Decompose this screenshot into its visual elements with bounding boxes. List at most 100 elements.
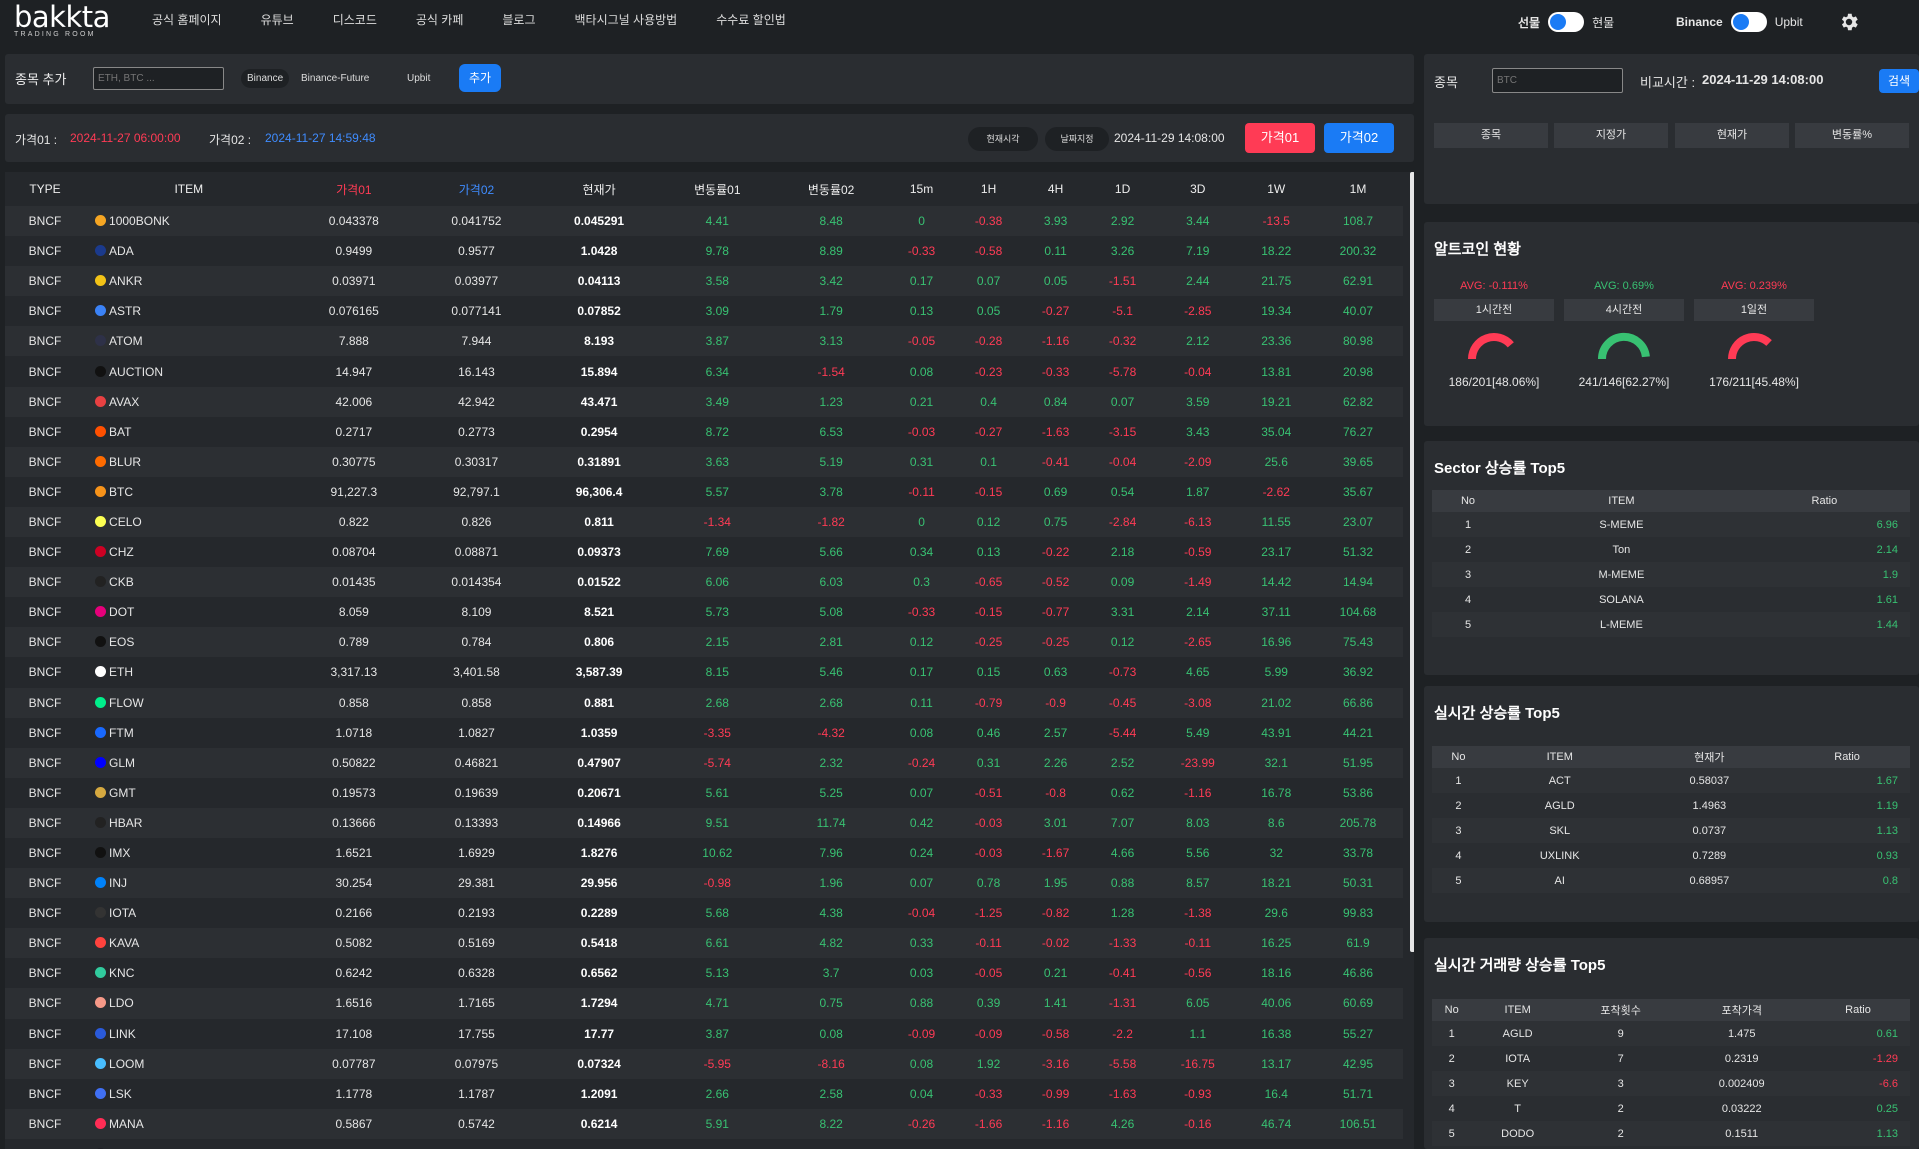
table-row[interactable]: BNCF KAVA 0.5082 0.5169 0.5418 6.61 4.82 0.33 -0… — [5, 928, 1403, 959]
market-binance-button[interactable]: Binance — [241, 69, 290, 88]
list-item[interactable]: 4 UXLINK 0.7289 0.93 — [1432, 843, 1910, 868]
nav-link-blog[interactable]: 블로그 — [502, 13, 536, 27]
coin-symbol[interactable]: MANA — [109, 1116, 144, 1131]
col-header-4[interactable]: 현재가 — [537, 172, 661, 206]
col-header-7[interactable]: 15m — [888, 172, 956, 206]
list-item[interactable]: 3 SKL 0.0737 1.13 — [1432, 818, 1910, 843]
coin-symbol[interactable]: KNC — [109, 966, 135, 981]
list-item[interactable]: 5 AI 0.68957 0.8 — [1432, 868, 1910, 893]
col-header-3[interactable]: 가격02 — [415, 172, 538, 206]
coin-symbol[interactable]: AUCTION — [109, 364, 164, 379]
nav-link-home[interactable]: 공식 홈페이지 — [152, 13, 222, 27]
table-row[interactable]: BNCF CELO 0.822 0.826 0.811 -1.34 -1.82 0 0.12 0.… — [5, 506, 1403, 538]
table-row[interactable]: BNCF IMX 1.6521 1.6929 1.8276 10.62 7.96 0.24 -0… — [5, 837, 1403, 869]
market-upbit-button[interactable]: Upbit — [407, 73, 431, 84]
date-select-chip[interactable]: 날짜지정 — [1045, 127, 1109, 151]
coin-symbol[interactable]: KAVA — [109, 936, 140, 951]
list-item[interactable]: 1 AGLD 9 1.475 0.61 — [1432, 1021, 1910, 1046]
coin-symbol[interactable]: MTL — [109, 1147, 133, 1149]
coin-symbol[interactable]: ADA — [109, 244, 134, 259]
coin-symbol[interactable]: INJ — [109, 876, 128, 891]
coin-symbol[interactable]: ASTR — [109, 304, 142, 319]
list-item[interactable]: 2 IOTA 7 0.2319 -1.29 — [1432, 1046, 1910, 1071]
list-item[interactable]: 4 SOLANA 1.61 — [1432, 587, 1910, 612]
table-row[interactable]: BNCF AVAX 42.006 42.942 43.471 3.49 1.23 0.21 0.… — [5, 386, 1403, 417]
table-row[interactable]: BNCF FLOW 0.858 0.858 0.881 2.68 2.68 0.11 -0.79… — [5, 687, 1403, 718]
coin-symbol[interactable]: CHZ — [109, 545, 134, 560]
price02-button[interactable]: 가격02 — [1324, 123, 1394, 153]
nav-link-youtube[interactable]: 유튜브 — [260, 13, 294, 27]
exchange-toggle[interactable] — [1730, 12, 1767, 32]
coin-symbol[interactable]: ANKR — [109, 274, 143, 289]
col-header-1[interactable]: ITEM — [85, 172, 293, 206]
table-row[interactable]: BNCF GMT 0.19573 0.19639 0.20671 5.61 5.25 0.07… — [5, 777, 1403, 808]
logo[interactable]: bakkta TRADING ROOM — [14, 3, 114, 40]
list-item[interactable]: 2 AGLD 1.4963 1.19 — [1432, 793, 1910, 818]
col-header-8[interactable]: 1H — [955, 172, 1023, 206]
coin-symbol[interactable]: LDO — [109, 996, 134, 1011]
list-item[interactable]: 2 Ton 2.14 — [1432, 537, 1910, 562]
compare-item-input[interactable] — [1492, 68, 1623, 93]
col-header-0[interactable]: TYPE — [5, 172, 86, 206]
table-row[interactable]: BNCF AUCTION 14.947 16.143 15.894 6.34 -1.54 0.… — [5, 356, 1403, 387]
coin-symbol[interactable]: IMX — [109, 846, 131, 861]
coin-symbol[interactable]: DOT — [109, 605, 135, 620]
list-item[interactable]: 3 M-MEME 1.9 — [1432, 562, 1910, 587]
coin-symbol[interactable]: EOS — [109, 635, 135, 650]
col-header-2[interactable]: 가격01 — [292, 172, 416, 206]
list-item[interactable]: 5 DODO 2 0.1511 1.13 — [1432, 1121, 1910, 1146]
coin-symbol[interactable]: BTC — [109, 484, 134, 499]
coin-symbol[interactable]: LOOM — [109, 1056, 145, 1071]
coin-symbol[interactable]: ETH — [109, 665, 134, 680]
current-time-chip[interactable]: 현재시각 — [968, 127, 1038, 151]
price01-button[interactable]: 가격01 — [1245, 123, 1315, 153]
gear-icon[interactable] — [1838, 11, 1860, 33]
table-row[interactable]: BNCF ATOM 7.888 7.944 8.193 3.87 3.13 -0.05 -0.2… — [5, 326, 1403, 357]
col-header-13[interactable]: 1M — [1313, 172, 1403, 206]
list-item[interactable]: 3 KEY 3 0.002409 -6.6 — [1432, 1071, 1910, 1096]
table-row[interactable]: BNCF 1000BONK 0.043378 0.041752 0.045291 4.41… — [5, 206, 1403, 237]
coin-symbol[interactable]: IOTA — [109, 906, 137, 921]
table-row[interactable]: BNCF ASTR 0.076165 0.077141 0.07852 3.09 1.79 0… — [5, 296, 1403, 327]
table-row[interactable]: BNCF ANKR 0.03971 0.03977 0.04113 3.58 3.42 0.1… — [5, 266, 1403, 297]
col-header-11[interactable]: 3D — [1156, 172, 1240, 206]
coin-symbol[interactable]: GLM — [109, 755, 136, 770]
list-item[interactable]: 1 S-MEME 6.96 — [1432, 512, 1910, 537]
coin-symbol[interactable]: HBAR — [109, 815, 143, 830]
coin-symbol[interactable]: 1000BONK — [109, 214, 170, 229]
table-row[interactable]: BNCFMTL1.41181.40271.44732.513.11-0.12-0… — [5, 1138, 1403, 1149]
futures-spot-toggle[interactable] — [1548, 12, 1585, 32]
table-row[interactable]: BNCF DOT 8.059 8.109 8.521 5.73 5.08 -0.33 -0.15… — [5, 597, 1403, 628]
table-row[interactable]: BNCF BLUR 0.30775 0.30317 0.31891 3.63 5.19 0.3… — [5, 446, 1403, 477]
market-binance-future-button[interactable]: Binance-Future — [301, 73, 370, 84]
coin-symbol[interactable]: AVAX — [109, 394, 140, 409]
table-row[interactable]: BNCF HBAR 0.13666 0.13393 0.14966 9.51 11.74 0.… — [5, 807, 1403, 838]
table-row[interactable]: BNCF BTC 91,227.3 92,797.1 96,306.4 5.57 3.78-… — [5, 476, 1403, 507]
col-header-6[interactable]: 변동률02 — [774, 172, 889, 206]
table-row[interactable]: BNCF INJ 30.254 29.381 29.956 -0.98 1.96 0.07 0.… — [5, 868, 1403, 899]
table-row[interactable]: BNCF FTM 1.0718 1.0827 1.0359 -3.35 -4.32 0.08 0… — [5, 717, 1403, 748]
table-row[interactable]: BNCF BAT 0.2717 0.2773 0.2954 8.72 6.53 -0.03 -0… — [5, 416, 1403, 447]
table-row[interactable]: BNCF KNC 0.6242 0.6328 0.6562 5.13 3.7 0.03 -0.0… — [5, 958, 1403, 989]
nav-link-discord[interactable]: 디스코드 — [332, 13, 377, 27]
coin-symbol[interactable]: FLOW — [109, 695, 144, 710]
list-item[interactable]: 5 L-MEME 1.44 — [1432, 612, 1910, 637]
table-row[interactable]: BNCF GLM 0.50822 0.46821 0.47907 -5.74 2.32 -0.… — [5, 747, 1403, 778]
col-header-5[interactable]: 변동률01 — [660, 172, 775, 206]
table-row[interactable]: BNCF LSK 1.1778 1.1787 1.2091 2.66 2.58 0.04 -0.… — [5, 1078, 1403, 1109]
coin-symbol[interactable]: LINK — [109, 1026, 136, 1041]
list-item[interactable]: 1 ACT 0.58037 1.67 — [1432, 768, 1910, 793]
coin-symbol[interactable]: GMT — [109, 785, 136, 800]
coin-symbol[interactable]: BLUR — [109, 454, 142, 469]
table-row[interactable]: BNCF ETH 3,317.13 3,401.58 3,587.39 8.15 5.46 0… — [5, 657, 1403, 688]
table-row[interactable]: BNCF LINK 17.108 17.755 17.77 3.87 0.08 -0.09 -0… — [5, 1018, 1403, 1049]
col-header-12[interactable]: 1W — [1239, 172, 1314, 206]
table-row[interactable]: BNCF LOOM 0.07787 0.07975 0.07324 -5.95 -8.16 0… — [5, 1048, 1403, 1079]
table-row[interactable]: BNCF LDO 1.6516 1.7165 1.7294 4.71 0.75 0.88 0.3… — [5, 988, 1403, 1019]
coin-symbol[interactable]: ATOM — [109, 334, 143, 349]
col-header-9[interactable]: 4H — [1022, 172, 1090, 206]
table-row[interactable]: BNCF ADA 0.9499 0.9577 1.0428 9.78 8.89 -0.33 -0… — [5, 236, 1403, 267]
coin-symbol[interactable]: LSK — [109, 1086, 132, 1101]
add-item-input[interactable] — [93, 67, 224, 90]
coin-symbol[interactable]: FTM — [109, 725, 134, 740]
